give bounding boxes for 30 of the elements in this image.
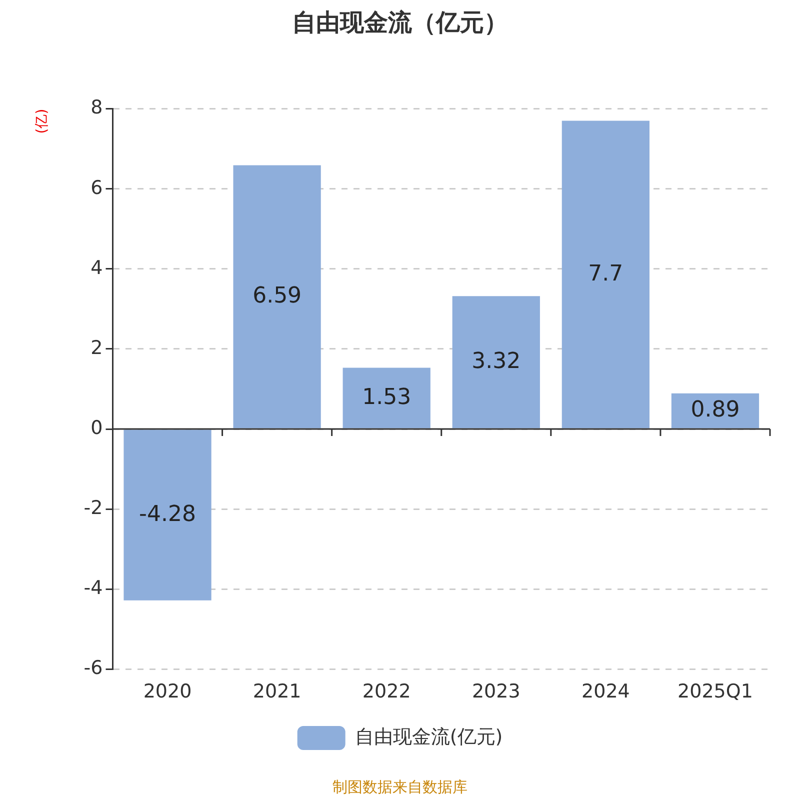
bar xyxy=(562,120,650,428)
x-tick-label: 2022 xyxy=(362,680,411,703)
x-tick-label: 2023 xyxy=(472,680,520,703)
y-tick-label: -2 xyxy=(84,497,103,520)
y-tick-label: 4 xyxy=(90,256,103,279)
bar xyxy=(671,393,760,428)
bar xyxy=(342,368,430,428)
text: 制图数据来自数据库 xyxy=(332,778,468,796)
chart-title: 自由现金流（亿元） xyxy=(292,8,508,37)
y-tick-label: 2 xyxy=(90,336,103,359)
data-label: 3.32 xyxy=(472,348,521,374)
bar xyxy=(233,165,321,428)
y-axis-title: (亿) xyxy=(34,108,50,134)
legend-label: 自由现金流(亿元) xyxy=(354,726,503,748)
x-tick-label: 2025Q1 xyxy=(678,680,753,703)
x-tick-label: 2020 xyxy=(143,680,192,703)
bar xyxy=(452,296,540,428)
y-tick-label: -4 xyxy=(84,577,103,600)
y-tick-label: -6 xyxy=(84,657,103,680)
bar xyxy=(124,430,212,600)
y-tick-label: 6 xyxy=(90,176,103,199)
data-label: 7.7 xyxy=(588,261,624,286)
x-tick-label: 2021 xyxy=(252,680,302,703)
data-label: 0.89 xyxy=(690,398,740,423)
data-label: -4.28 xyxy=(139,502,196,527)
data-label: 1.53 xyxy=(362,384,412,410)
y-tick-label: 8 xyxy=(90,96,103,119)
data-label: 6.59 xyxy=(252,283,302,308)
x-tick-label: 2024 xyxy=(582,680,630,703)
y-tick-label: 0 xyxy=(90,416,103,439)
